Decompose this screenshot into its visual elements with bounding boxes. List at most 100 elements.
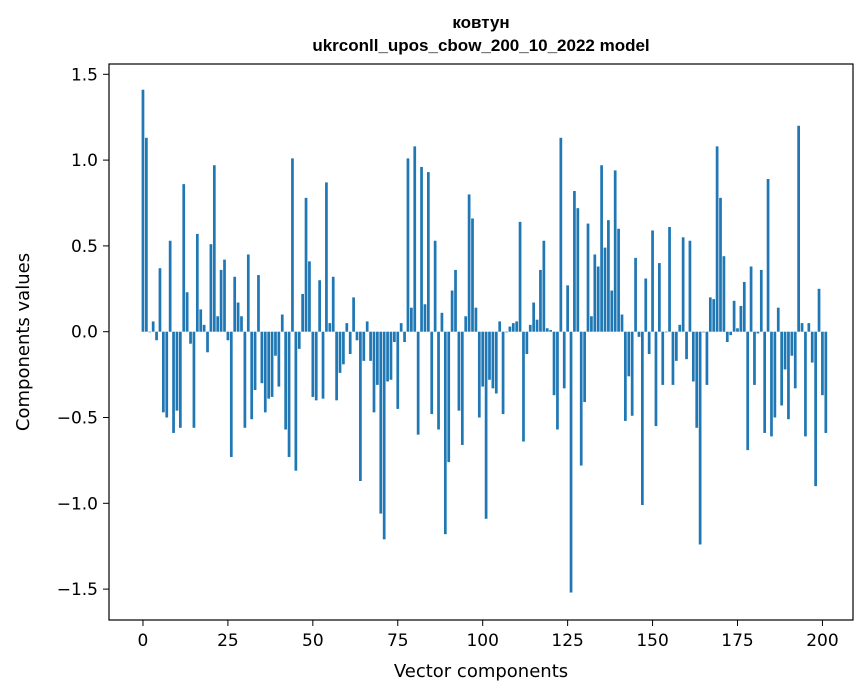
bar-142	[624, 331, 627, 421]
bar-164	[698, 331, 702, 545]
x-tick-label: 200	[806, 631, 838, 651]
bar-40	[277, 331, 281, 387]
bar-69	[376, 331, 379, 385]
bar-34	[257, 275, 260, 332]
bar-141	[620, 314, 624, 332]
bar-102	[488, 331, 491, 380]
bar-143	[627, 331, 631, 377]
bar-1	[145, 137, 148, 332]
bar-46	[297, 331, 301, 349]
bar-136	[603, 247, 607, 332]
bar-42	[284, 331, 288, 430]
bar-53	[321, 331, 325, 399]
bar-120	[549, 329, 552, 332]
x-tick-label: 100	[466, 631, 498, 651]
bar-65	[362, 331, 366, 361]
bar-175	[736, 328, 739, 332]
bar-97	[471, 218, 474, 332]
bar-139	[613, 170, 617, 332]
bar-19	[206, 331, 209, 353]
bar-79	[410, 307, 413, 332]
bar-147	[641, 331, 644, 506]
bar-155	[668, 227, 671, 332]
plot-frame	[108, 63, 854, 621]
bar-95	[464, 316, 468, 332]
bar-86	[433, 240, 437, 332]
bar-92	[454, 269, 457, 332]
bar-56	[331, 276, 335, 332]
bar-173	[729, 331, 733, 336]
x-tick-label: 150	[636, 631, 668, 651]
bar-10	[175, 331, 179, 411]
bar-160	[685, 331, 688, 360]
bar-45	[294, 331, 298, 471]
bar-146	[637, 331, 641, 337]
bar-149	[647, 331, 651, 355]
bar-35	[260, 331, 264, 384]
bar-165	[702, 331, 705, 333]
bar-196	[807, 323, 811, 332]
bar-29	[240, 316, 243, 332]
bar-31	[246, 254, 250, 332]
bar-71	[382, 331, 386, 540]
bar-198	[814, 331, 817, 487]
bar-93	[457, 331, 461, 411]
bar-5	[158, 268, 162, 332]
bar-58	[338, 331, 342, 373]
bar-172	[725, 331, 729, 342]
bar-156	[671, 331, 675, 385]
bar-176	[739, 305, 743, 332]
chart-subtitle: ukrconll_upos_cbow_200_10_2022 model	[312, 36, 649, 55]
bar-50	[311, 331, 315, 397]
bar-60	[345, 323, 349, 332]
bar-184	[766, 178, 770, 332]
x-tick-label: 25	[217, 631, 239, 651]
bar-99	[477, 331, 481, 418]
y-tick-label: 1.0	[71, 151, 98, 171]
chart-title: ковтун	[452, 13, 509, 32]
bar-183	[763, 331, 767, 433]
bar-59	[342, 331, 345, 365]
bar-80	[413, 146, 417, 332]
bar-118	[542, 240, 546, 332]
bar-124	[562, 331, 566, 389]
x-tick-label: 50	[302, 631, 324, 651]
y-axis-label: Components values	[13, 253, 34, 431]
bar-195	[804, 331, 807, 437]
bar-129	[579, 331, 583, 466]
bar-74	[393, 331, 396, 342]
bar-112	[522, 331, 525, 442]
bar-47	[301, 293, 304, 332]
bar-187	[776, 307, 780, 332]
bar-55	[328, 323, 332, 332]
bar-30	[243, 331, 247, 428]
bar-64	[359, 331, 362, 481]
bar-32	[250, 331, 254, 420]
bar-128	[576, 208, 580, 332]
bar-137	[607, 220, 610, 332]
bar-159	[681, 237, 685, 332]
bar-100	[481, 331, 485, 387]
bar-61	[348, 331, 352, 355]
bar-161	[688, 240, 692, 332]
bar-191	[790, 331, 794, 356]
bar-39	[274, 331, 277, 356]
bar-121	[552, 331, 556, 396]
bar-75	[396, 331, 400, 409]
bar-37	[267, 331, 271, 399]
bar-108	[508, 326, 512, 332]
bar-94	[460, 331, 464, 445]
bar-200	[821, 331, 824, 396]
bar-57	[335, 331, 338, 401]
bar-135	[600, 165, 603, 332]
bar-181	[756, 331, 760, 334]
y-tick-label: 1.5	[71, 65, 98, 85]
bar-14	[189, 331, 192, 344]
bar-28	[236, 302, 240, 332]
bar-186	[773, 331, 777, 418]
bar-133	[593, 254, 597, 332]
bar-125	[566, 285, 569, 332]
bar-107	[505, 331, 508, 333]
bar-163	[695, 331, 699, 428]
bar-140	[617, 228, 620, 332]
